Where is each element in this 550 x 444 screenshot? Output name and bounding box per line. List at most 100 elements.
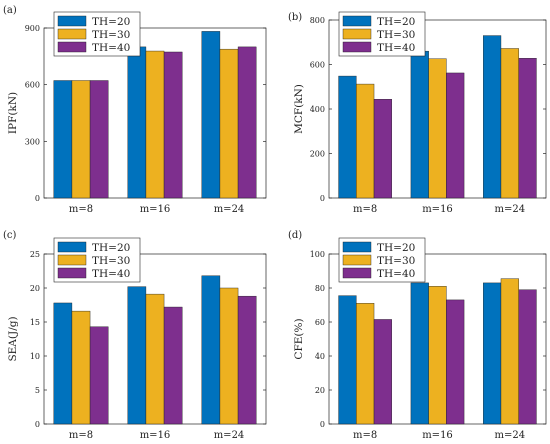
bar-th20-m8 (53, 302, 73, 425)
bar-th20-m24 (201, 275, 221, 425)
y-axis-label: CFE(%) (293, 318, 305, 359)
bar-th30-m24 (500, 48, 519, 199)
x-category-label: m=8 (69, 430, 93, 441)
bar-th20-m16 (127, 286, 147, 425)
y-tick-label: 20 (315, 386, 325, 395)
y-tick-label: 800 (310, 16, 325, 25)
legend-entry: TH=30 (377, 29, 415, 41)
legend-entry: TH=40 (377, 268, 415, 280)
bar-th20-m24 (483, 282, 502, 425)
legend-entry: TH=20 (377, 16, 415, 28)
bar-th20-m16 (410, 50, 429, 199)
bar-th40-m16 (163, 306, 183, 425)
y-axis-label: SEA(J/g) (7, 316, 19, 361)
bar-th40-m24 (237, 46, 257, 199)
bar-th40-m8 (89, 326, 109, 425)
panel-label: (b) (288, 12, 302, 23)
y-tick-label: 10 (30, 352, 40, 361)
legend-entry: TH=30 (92, 255, 130, 267)
legend-swatch (342, 41, 372, 53)
legend-swatch (57, 241, 87, 253)
bar-th20-m8 (338, 75, 357, 199)
bar-th20-m24 (483, 35, 502, 199)
x-category-label: m=16 (140, 430, 171, 441)
bar-th20-m24 (201, 31, 221, 199)
legend-swatch (57, 28, 87, 40)
bar-th30-m24 (219, 48, 239, 199)
bar-th30-m8 (356, 83, 375, 199)
x-category-label: m=24 (214, 430, 245, 441)
bar-th20-m8 (53, 80, 73, 199)
legend-swatch (342, 267, 372, 279)
bar-th40-m8 (373, 99, 392, 199)
x-category-label: m=24 (214, 204, 245, 215)
legend-entry: TH=40 (92, 42, 130, 54)
chart-panel-2: 0 200 400 600 800 m=8 m=16 m=24 MCF(kN) (b) TH=20T… (288, 11, 547, 215)
legend-entry: TH=20 (92, 242, 130, 254)
bar-th40-m16 (446, 72, 465, 199)
x-category-label: m=16 (422, 204, 453, 215)
y-tick-label: 80 (315, 284, 325, 293)
legend-swatch (342, 28, 372, 40)
legend-swatch (57, 254, 87, 266)
x-category-label: m=16 (422, 430, 453, 441)
y-tick-label: 60 (315, 318, 325, 327)
legend-swatch (57, 41, 87, 53)
bar-th30-m8 (71, 80, 91, 199)
bar-th30-m8 (71, 310, 91, 425)
y-tick-label: 0 (320, 420, 325, 429)
bar-th40-m16 (163, 51, 183, 199)
y-tick-label: 900 (25, 24, 40, 33)
x-category-label: m=8 (69, 204, 93, 215)
y-tick-label: 600 (25, 81, 40, 90)
panel-label: (c) (3, 230, 17, 241)
bar-th40-m24 (518, 58, 537, 199)
y-tick-label: 5 (35, 386, 40, 395)
bar-th20-m8 (338, 295, 357, 425)
bar-th30-m24 (500, 278, 519, 425)
legend-swatch (342, 15, 372, 27)
y-tick-label: 200 (310, 150, 325, 159)
bar-th40-m24 (237, 295, 257, 425)
bar-th30-m16 (145, 293, 165, 425)
legend-swatch (342, 241, 372, 253)
y-tick-label: 0 (35, 420, 40, 429)
y-tick-label: 100 (310, 250, 325, 259)
legend-swatch (57, 15, 87, 27)
y-tick-label: 20 (30, 284, 40, 293)
legend-entry: TH=30 (92, 29, 130, 41)
x-category-label: m=24 (495, 430, 526, 441)
bar-th20-m16 (410, 282, 429, 425)
y-tick-label: 0 (320, 194, 325, 203)
y-tick-label: 400 (310, 105, 325, 114)
legend-entry: TH=30 (377, 255, 415, 267)
x-category-label: m=8 (353, 204, 377, 215)
y-tick-label: 40 (315, 352, 325, 361)
panel-label: (d) (288, 230, 302, 241)
chart-panel-1: 0 300 600 900 m=8 m=16 m=24 IPF(kN) (a) TH=20TH=3… (3, 5, 267, 215)
x-category-label: m=16 (140, 204, 171, 215)
y-axis-label: MCF(kN) (293, 84, 305, 134)
bar-th30-m16 (428, 286, 447, 425)
y-axis-label: IPF(kN) (7, 92, 19, 134)
y-tick-label: 300 (25, 137, 40, 146)
legend-swatch (342, 254, 372, 266)
bar-th40-m8 (373, 319, 392, 425)
x-category-label: m=8 (353, 430, 377, 441)
y-tick-label: 15 (30, 318, 40, 327)
x-category-label: m=24 (495, 204, 526, 215)
bar-th40-m16 (446, 299, 465, 425)
bar-th20-m16 (127, 46, 147, 199)
legend-swatch (57, 267, 87, 279)
y-tick-label: 600 (310, 61, 325, 70)
bar-th40-m24 (518, 289, 537, 425)
legend-entry: TH=20 (377, 242, 415, 254)
bar-th30-m8 (356, 303, 375, 425)
